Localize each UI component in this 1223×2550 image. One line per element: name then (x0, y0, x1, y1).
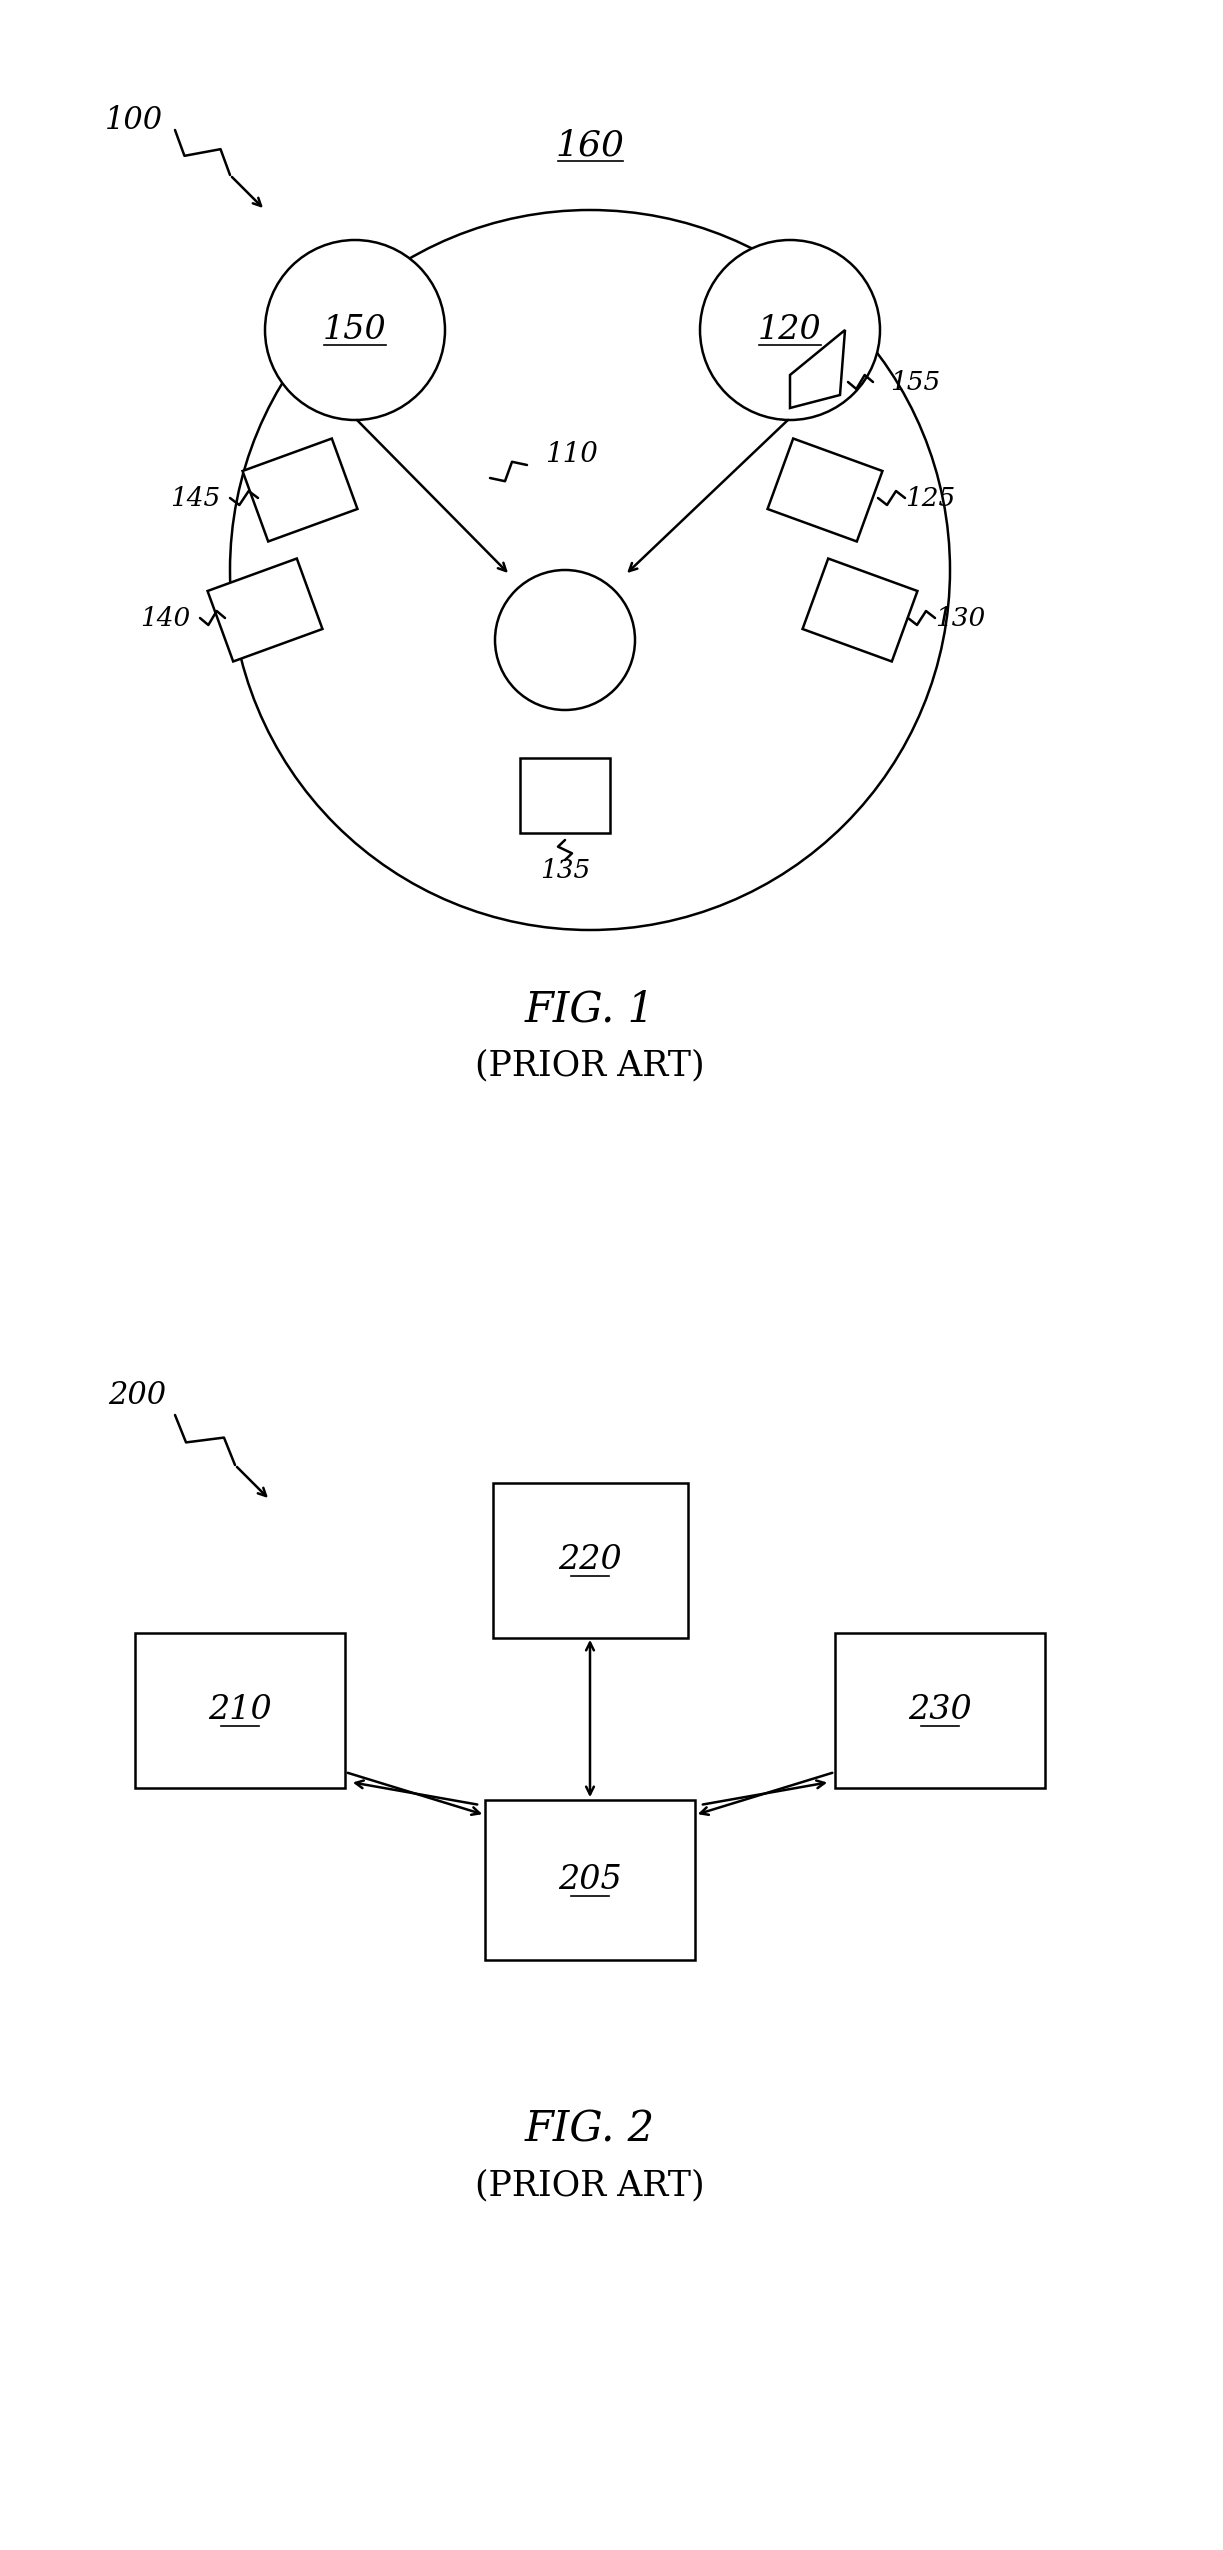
Text: (PRIOR ART): (PRIOR ART) (476, 1048, 704, 1081)
Polygon shape (520, 757, 610, 831)
Text: 155: 155 (890, 370, 940, 395)
Text: 130: 130 (934, 604, 985, 630)
Polygon shape (242, 439, 357, 541)
Polygon shape (802, 558, 917, 660)
Bar (835, 1632, 1044, 1788)
Polygon shape (208, 558, 323, 660)
Text: 135: 135 (539, 857, 591, 882)
Text: 120: 120 (758, 314, 822, 347)
Text: 230: 230 (909, 1693, 972, 1726)
Text: 210: 210 (208, 1693, 272, 1726)
Text: 110: 110 (545, 441, 598, 469)
Text: 150: 150 (323, 314, 386, 347)
Polygon shape (790, 329, 845, 408)
Text: 200: 200 (108, 1380, 166, 1410)
Text: 160: 160 (555, 128, 625, 163)
Circle shape (265, 240, 445, 421)
Circle shape (700, 240, 881, 421)
Text: 140: 140 (139, 604, 190, 630)
Bar (486, 1800, 695, 1961)
Bar (135, 1632, 345, 1788)
Text: (PRIOR ART): (PRIOR ART) (476, 2168, 704, 2203)
Circle shape (495, 571, 635, 709)
Text: FIG. 1: FIG. 1 (525, 989, 656, 1030)
Bar (493, 1482, 687, 1637)
Text: 145: 145 (170, 484, 220, 510)
Text: 205: 205 (558, 1864, 621, 1897)
Polygon shape (768, 439, 883, 541)
Circle shape (230, 209, 950, 931)
Text: 100: 100 (105, 105, 163, 135)
Text: 125: 125 (905, 484, 955, 510)
Text: 220: 220 (558, 1543, 621, 1576)
Text: FIG. 2: FIG. 2 (525, 2109, 656, 2152)
